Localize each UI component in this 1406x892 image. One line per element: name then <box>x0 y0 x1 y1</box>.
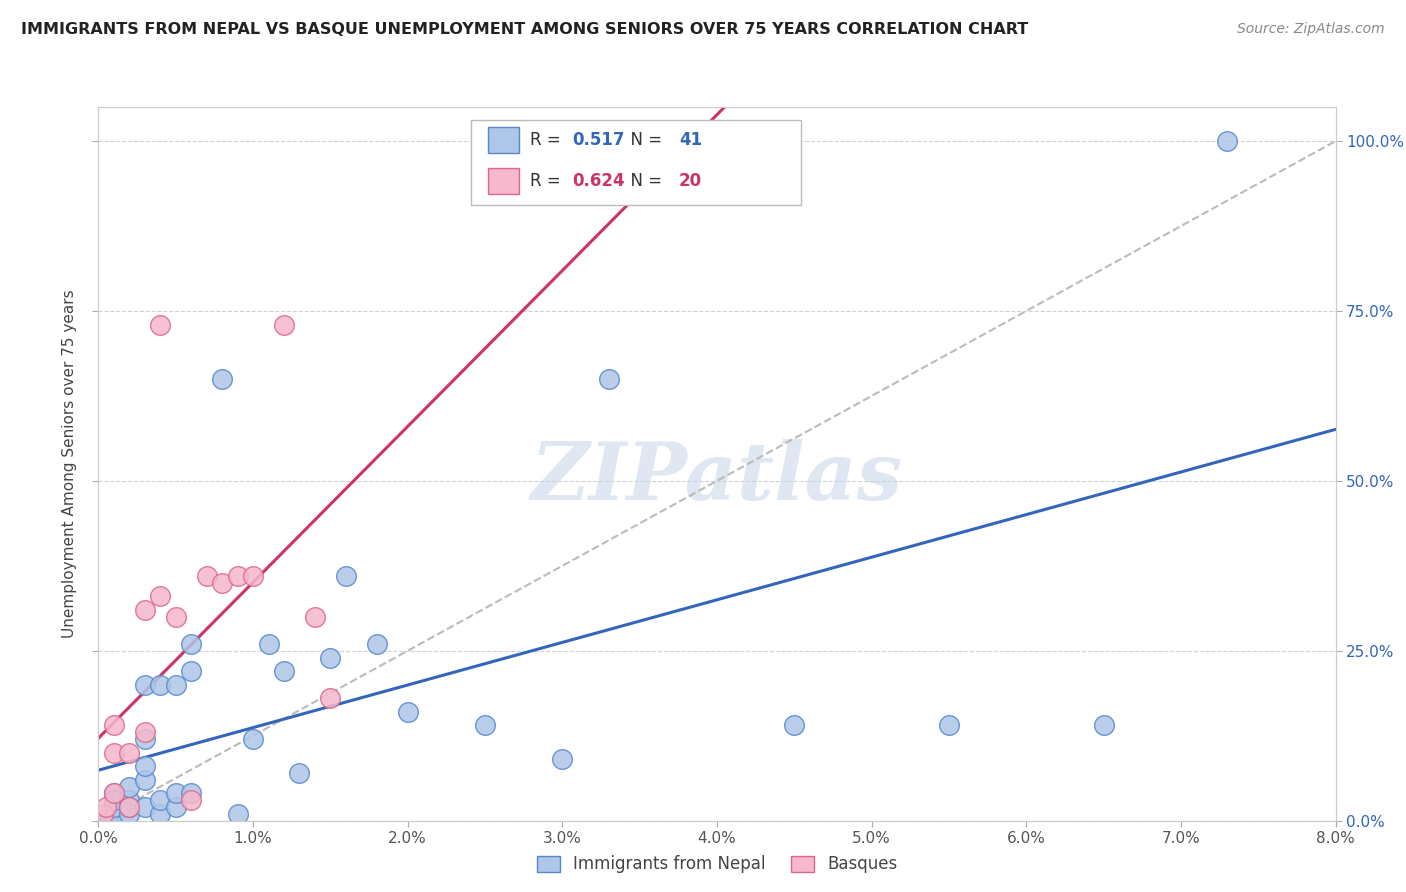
Point <box>98 808 121 822</box>
Point <box>319 650 342 665</box>
Point <box>149 806 172 821</box>
Text: R =: R = <box>530 131 567 149</box>
Point <box>149 590 172 604</box>
Point <box>273 318 295 332</box>
Point <box>195 569 218 583</box>
Point <box>304 609 326 624</box>
Point <box>335 569 357 583</box>
Point <box>319 691 342 706</box>
Point <box>118 793 141 807</box>
Point <box>103 746 125 760</box>
Point <box>103 718 125 732</box>
Point <box>366 637 388 651</box>
Point <box>273 664 295 678</box>
Point <box>211 372 233 386</box>
Text: R =: R = <box>530 172 567 190</box>
Point <box>149 793 172 807</box>
Text: IMMIGRANTS FROM NEPAL VS BASQUE UNEMPLOYMENT AMONG SENIORS OVER 75 YEARS CORRELA: IMMIGRANTS FROM NEPAL VS BASQUE UNEMPLOY… <box>21 22 1028 37</box>
Point <box>134 603 156 617</box>
Point <box>96 810 118 824</box>
Point <box>180 637 202 651</box>
Y-axis label: Unemployment Among Seniors over 75 years: Unemployment Among Seniors over 75 years <box>62 290 77 638</box>
Text: ZIPatlas: ZIPatlas <box>531 440 903 516</box>
Point <box>551 752 574 766</box>
Point <box>165 800 187 814</box>
Point <box>118 806 141 821</box>
Point <box>180 664 202 678</box>
Point <box>1092 718 1115 732</box>
Point <box>134 732 156 747</box>
Point <box>226 806 249 821</box>
Point <box>103 787 125 801</box>
Point <box>211 575 233 590</box>
Point <box>598 372 620 386</box>
Point <box>180 787 202 801</box>
Text: 41: 41 <box>679 131 702 149</box>
Text: 20: 20 <box>679 172 702 190</box>
Point <box>149 318 172 332</box>
Point <box>783 718 806 732</box>
Point <box>96 800 118 814</box>
Point <box>103 787 125 801</box>
Point <box>134 678 156 692</box>
Point <box>118 800 141 814</box>
Legend: Immigrants from Nepal, Basques: Immigrants from Nepal, Basques <box>530 849 904 880</box>
Text: N =: N = <box>620 172 668 190</box>
Point <box>103 806 125 821</box>
Point <box>149 678 172 692</box>
Point <box>180 793 202 807</box>
Point <box>118 800 141 814</box>
Point <box>938 718 960 732</box>
Point <box>103 793 125 807</box>
Text: Source: ZipAtlas.com: Source: ZipAtlas.com <box>1237 22 1385 37</box>
Point <box>242 732 264 747</box>
Text: N =: N = <box>620 131 668 149</box>
Point <box>474 718 496 732</box>
Point <box>396 705 419 719</box>
Point <box>118 780 141 794</box>
Point <box>226 569 249 583</box>
Point <box>118 746 141 760</box>
Point <box>242 569 264 583</box>
Point <box>165 787 187 801</box>
Text: 0.517: 0.517 <box>572 131 624 149</box>
Point <box>288 766 311 780</box>
Text: 0.624: 0.624 <box>572 172 624 190</box>
Point <box>165 678 187 692</box>
Point <box>165 609 187 624</box>
Point <box>134 725 156 739</box>
Point <box>257 637 280 651</box>
Point <box>134 759 156 773</box>
Point <box>91 806 114 821</box>
Point <box>103 800 125 814</box>
Point <box>1216 134 1239 148</box>
Point <box>134 800 156 814</box>
Point <box>134 772 156 787</box>
